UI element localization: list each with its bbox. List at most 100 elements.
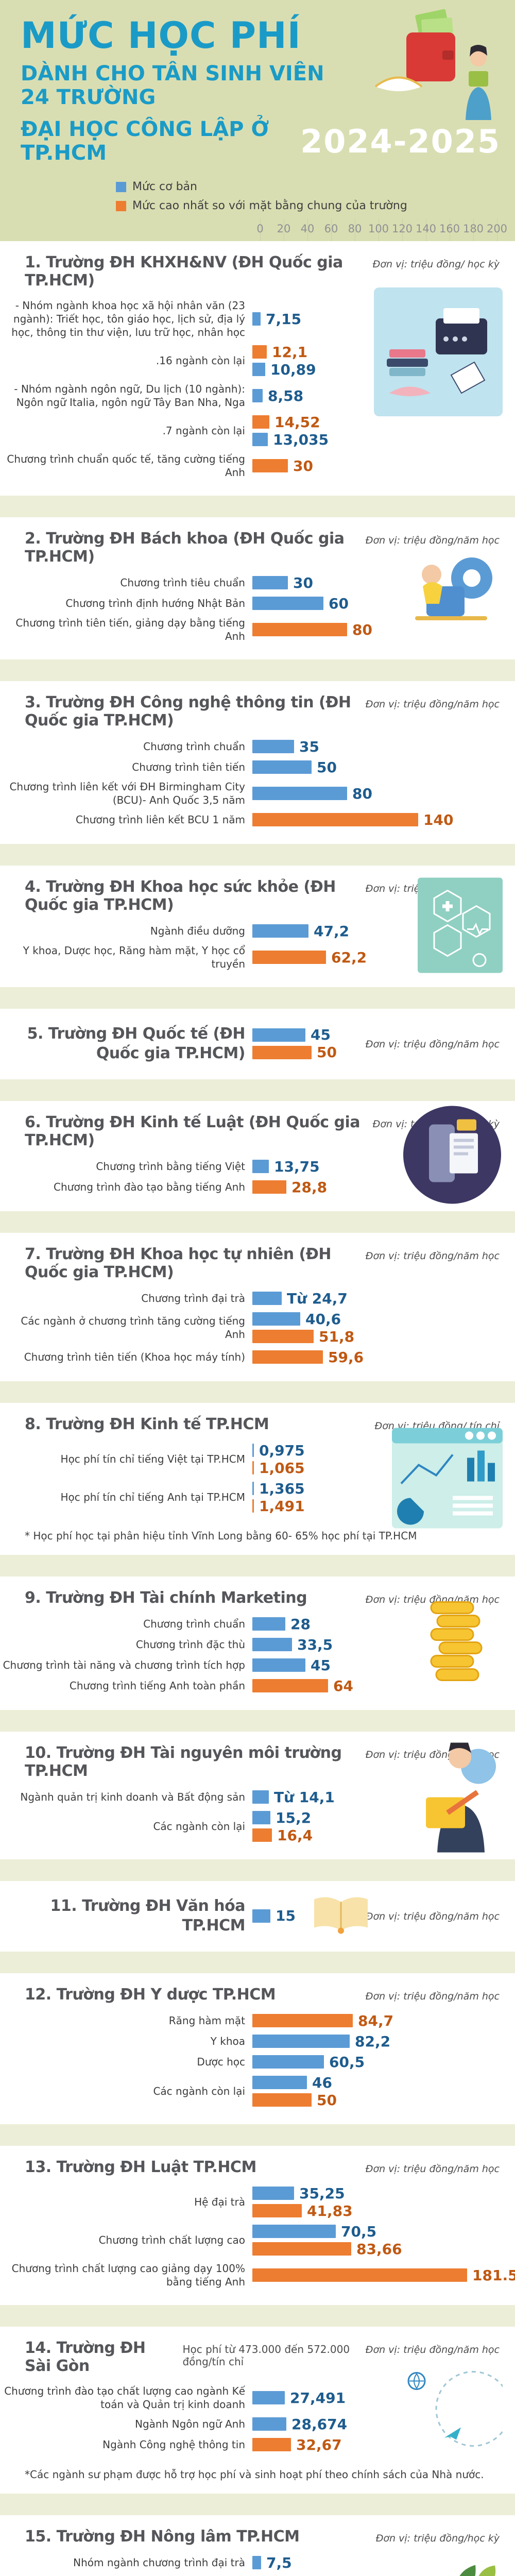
row-bars: 140: [252, 811, 515, 828]
bar-value: 15: [276, 1907, 296, 1924]
row-label: .16 ngành còn lại: [156, 354, 245, 367]
bar-line: 41,83: [252, 2202, 515, 2219]
chart-row: Chương trình đại trà Từ 24,7: [0, 1290, 515, 1307]
row-label: Chương trình tiêu chuẩn: [120, 577, 245, 589]
bar-basic: [252, 1160, 269, 1173]
page-subtitle-2: ĐẠI HỌC CÔNG LẬP Ở TP.HCM: [21, 117, 269, 165]
chart-row: Chương trình tiêu chuẩn 30: [0, 574, 515, 591]
section-unit: Đơn vị: triệu đồng/năm học: [365, 699, 500, 710]
section-head: 7. Trường ĐH Khoa học tự nhiên (ĐH Quốc …: [0, 1241, 515, 1283]
row-bars: 64: [252, 1677, 515, 1694]
bar-max: [252, 345, 267, 359]
chart-row: Chương trình tiên tiến, giảng dạy bằng t…: [0, 616, 515, 643]
row-label: Ngành quản trị kinh doanh và Bất động sả…: [20, 1791, 245, 1803]
bar-basic: [252, 597, 323, 610]
bar-value: 50: [317, 758, 337, 776]
legend-item-basic: Mức cơ bản: [116, 180, 515, 193]
row-label: Y khoa, Dược học, Răng hàm mặt, Y học cổ…: [23, 944, 245, 970]
bar-value: 84,7: [358, 2012, 394, 2029]
section-title: 4. Trường ĐH Khoa học sức khỏe (ĐH Quốc …: [25, 878, 336, 914]
legend-max-label: Mức cao nhất so với mặt bằng chung của t…: [132, 199, 407, 212]
bar-line: 80: [252, 621, 515, 638]
bar-max: [252, 1180, 286, 1194]
row-label: Ngành Công nghệ thông tin: [102, 2438, 245, 2451]
bar-max: [252, 1330, 314, 1343]
row-bars: 45: [252, 1657, 515, 1674]
max-swatch-icon: [116, 200, 126, 211]
chart-row: Chương trình bằng tiếng Việt 13,75: [0, 1158, 515, 1175]
row-bars: 0,975 1,065: [252, 1442, 515, 1477]
row-bars: 62,2: [252, 949, 515, 966]
section-rows: Ngành quản trị kinh doanh và Bất động sả…: [0, 1782, 515, 1850]
row-label: Chương trình liên kết BCU 1 năm: [76, 814, 245, 826]
bar-max: [252, 623, 347, 636]
bar-line: 59,6: [252, 1349, 515, 1366]
bar-line: 16,4: [252, 1827, 515, 1844]
row-label: Chương trình bằng tiếng Việt: [96, 1160, 245, 1173]
axis-tick: 180: [462, 223, 484, 235]
chart-row: Chương trình tiếng Anh toàn phần 64: [0, 1677, 515, 1694]
section-card-3: 3. Trường ĐH Công nghệ thông tin (ĐH Quố…: [0, 681, 515, 844]
section-card-2: 2. Trường ĐH Bách khoa (ĐH Quốc gia TP.H…: [0, 517, 515, 659]
row-bars: 46 50: [252, 2074, 515, 2109]
bar-basic: [252, 2035, 350, 2048]
row-bars: 181.5: [252, 2266, 515, 2284]
chart-row: Ngành điều dưỡng 47,2: [0, 923, 515, 940]
chart-row: .16 ngành còn lại 12,1 10,89: [0, 344, 515, 378]
row-label: Chương trình chất lượng cao: [98, 2234, 245, 2246]
row-label: Chương trình tiên tiến (Khoa học máy tín…: [24, 1351, 245, 1363]
row-label: - Nhóm ngành ngôn ngữ, Du lịch (10 ngành…: [14, 383, 245, 409]
bar-line: 18: [252, 2575, 515, 2576]
bar-max: [252, 1828, 272, 1842]
row-bars: 82,2: [252, 2033, 515, 2050]
chart-row: 5. Trường ĐH Quốc tế (ĐH Quốc gia TP.HCM…: [0, 1024, 515, 1063]
section-card-8: 8. Trường ĐH Kinh tế TP.HCM Đơn vị: triệu…: [0, 1403, 515, 1555]
bar-max: [252, 459, 288, 472]
axis-tick: 80: [348, 223, 362, 235]
bar-basic: [252, 576, 288, 589]
bar-value: 50: [317, 2091, 337, 2109]
bar-value: 181.5: [472, 2266, 515, 2284]
bar-value: 60: [329, 595, 349, 612]
section-divider: [0, 1211, 515, 1233]
bar-basic: [252, 2417, 286, 2431]
chart-row: Hệ đại trà 35,25 41,83: [0, 2185, 515, 2219]
bar-basic: [252, 787, 347, 800]
row-bars: Từ 14,1: [252, 1789, 515, 1806]
bar-value: 27,491: [290, 2389, 346, 2406]
axis-tick: 140: [415, 223, 437, 235]
axis-tick: 120: [391, 223, 413, 235]
row-bars: 7,15: [252, 311, 515, 328]
bar-line: 30: [252, 457, 515, 474]
bar-basic: [252, 1444, 254, 1457]
row-label: Chương trình chất lượng cao giảng dạy 10…: [11, 2262, 245, 2288]
bar-value: 13,75: [274, 1158, 320, 1175]
row-label: Chương trình tiếng Anh toàn phần: [69, 1680, 245, 1692]
row-label: Học phí tín chỉ tiếng Việt tại TP.HCM: [60, 1453, 245, 1465]
basic-swatch-icon: [116, 181, 126, 192]
row-bars: 32,67: [252, 2436, 515, 2453]
bar-line: 28: [252, 1615, 515, 1633]
bar-line: 32,67: [252, 2436, 515, 2453]
bar-line: 84,7: [252, 2012, 515, 2029]
chart-row: Nhóm ngành chương trình đại trà 7,5: [0, 2554, 515, 2571]
section-head: 10. Trường ĐH Tài nguyên môi trường TP.H…: [0, 1740, 515, 1782]
bar-max: [252, 2093, 312, 2107]
section-head: 6. Trường ĐH Kinh tế Luật (ĐH Quốc gia T…: [0, 1109, 515, 1151]
section-title: 3. Trường ĐH Công nghệ thông tin (ĐH Quố…: [25, 693, 351, 730]
row-bars: 80: [252, 785, 515, 802]
bar-value: 28: [290, 1615, 311, 1633]
bar-max: [252, 2242, 351, 2256]
section-divider: [0, 2305, 515, 2327]
row-bars: 14,52 13,035: [252, 414, 515, 448]
section-rows: Chương trình tiêu chuẩn 30 Chương trình đị…: [0, 568, 515, 650]
section-unit: Đơn vị: triệu đồng/năm học: [365, 535, 500, 546]
section-card-11: 11. Trường ĐH Văn hóa TP.HCM 15 Đơn vị: tr…: [0, 1881, 515, 1952]
section-note: *Các ngành sư phạm được hỗ trợ học phí v…: [25, 2468, 484, 2481]
bar-line: 27,491: [252, 2389, 515, 2406]
section-unit: Đơn vị: triệu đồng/năm học: [365, 2344, 500, 2355]
bar-line: 35: [252, 738, 515, 755]
bar-line: 45: [252, 1657, 515, 1674]
section-divider: [0, 1381, 515, 1403]
row-label: Chương trình chuẩn: [143, 1618, 245, 1630]
